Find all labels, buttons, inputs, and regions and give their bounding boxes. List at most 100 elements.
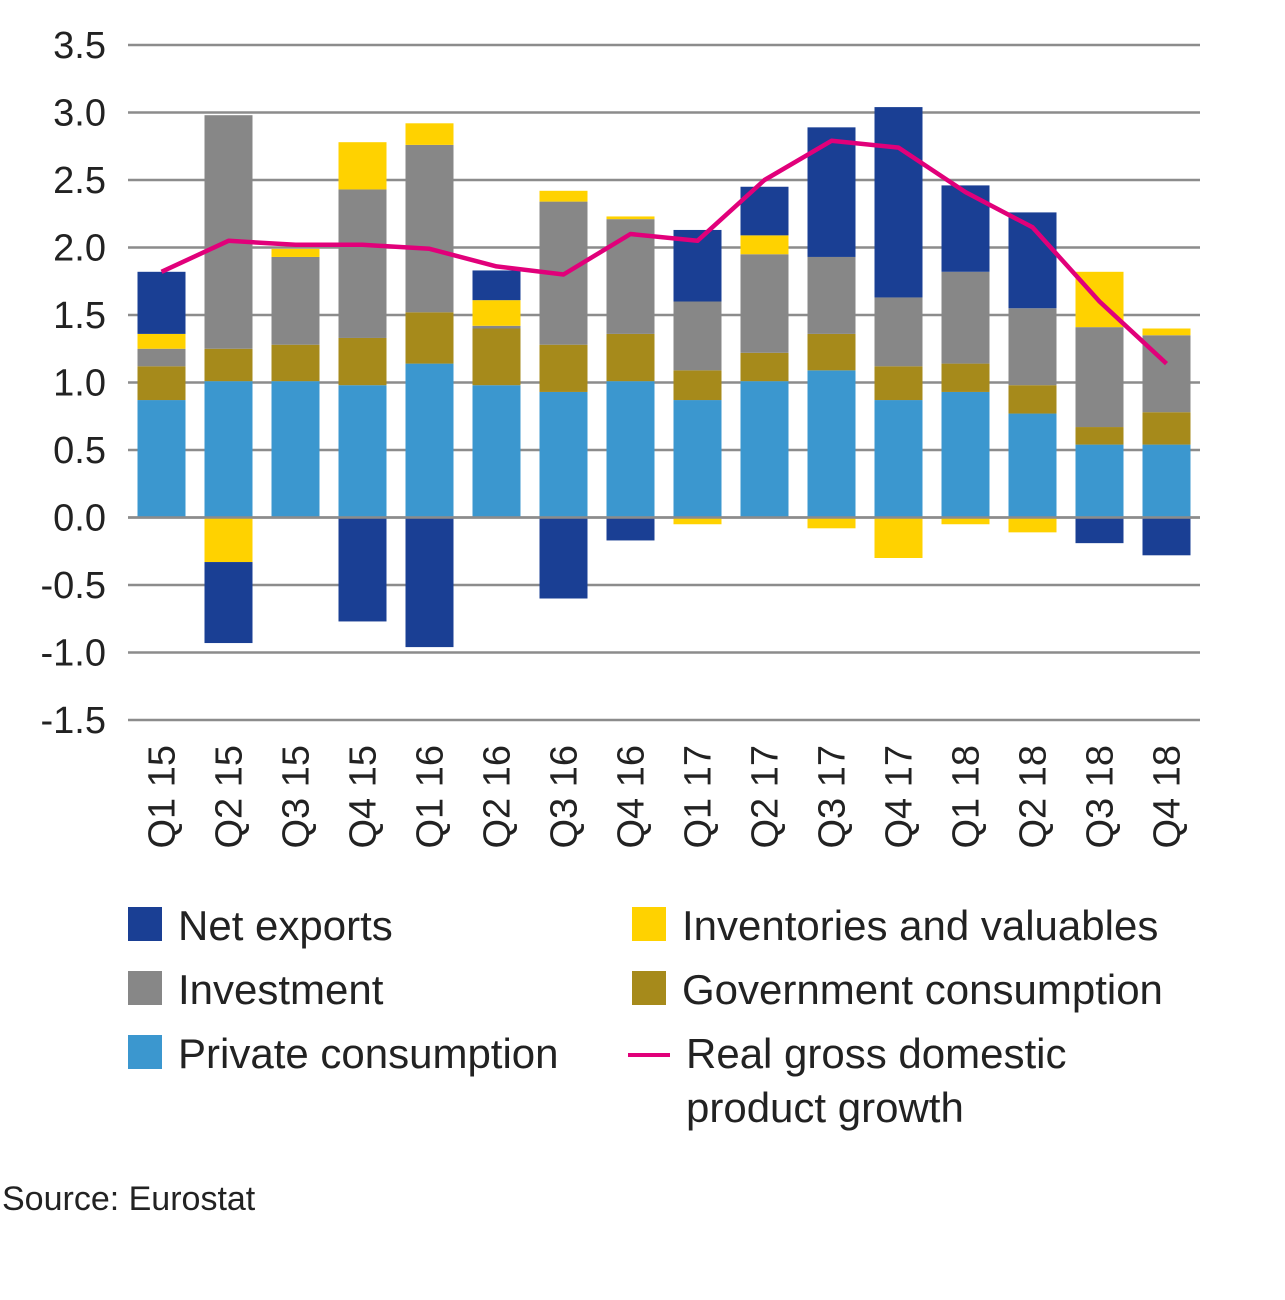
- legend-item-government: Government consumption: [632, 963, 1163, 1017]
- x-tick-label: Q1 18: [946, 745, 988, 849]
- bar-government-consumption: [1142, 412, 1191, 445]
- x-tick-label: Q1 15: [142, 745, 184, 849]
- bar-net-exports: [137, 271, 186, 334]
- bar-private-consumption: [1008, 413, 1057, 518]
- x-tick-label: Q3 18: [1080, 745, 1122, 849]
- bar-private-consumption: [740, 381, 789, 518]
- bar-government-consumption: [338, 337, 387, 386]
- net-exports-swatch: [128, 907, 162, 941]
- x-tick-label: Q4 18: [1147, 745, 1189, 849]
- x-tick-label: Q3 16: [544, 745, 586, 849]
- y-tick-label: 0.5: [53, 430, 106, 472]
- bar-net-exports: [405, 517, 454, 648]
- bar-net-exports: [807, 127, 856, 257]
- bar-net-exports: [539, 517, 588, 599]
- bar-private-consumption: [338, 385, 387, 518]
- x-tick-label: Q4 17: [879, 745, 921, 849]
- bar-government-consumption: [606, 333, 655, 382]
- bar-net-exports: [472, 270, 521, 301]
- bar-government-consumption: [740, 352, 789, 382]
- bar-government-consumption: [673, 370, 722, 401]
- y-tick-label: 1.5: [53, 295, 106, 337]
- bar-net-exports: [338, 517, 387, 622]
- bar-investment: [673, 301, 722, 371]
- y-tick-label: 0.0: [53, 498, 106, 540]
- x-tick-label: Q2 16: [477, 745, 519, 849]
- legend-item-gdp: Real gross domestic product growth: [628, 1027, 1066, 1135]
- bar-private-consumption: [137, 400, 186, 518]
- legend-item-net-exports: Net exports: [128, 899, 393, 953]
- bar-investment: [740, 254, 789, 353]
- gdp-growth-line: [160, 138, 1169, 366]
- bar-investment: [1075, 327, 1124, 428]
- bar-net-exports: [1075, 517, 1124, 544]
- x-tick-label: Q2 18: [1013, 745, 1055, 849]
- bar-private-consumption: [673, 400, 722, 518]
- x-tick-label: Q1 17: [678, 745, 720, 849]
- bar-investment: [606, 219, 655, 334]
- government-swatch: [632, 971, 666, 1005]
- gdp-line-swatch: [628, 1053, 670, 1057]
- bar-government-consumption: [472, 328, 521, 386]
- bar-government-consumption: [874, 366, 923, 401]
- y-tick-label: 2.5: [53, 160, 106, 202]
- legend-label-gdp-line2: product growth: [686, 1084, 964, 1131]
- bar-net-exports: [874, 107, 923, 298]
- bar-government-consumption: [137, 366, 186, 401]
- x-tick-label: Q3 17: [812, 745, 854, 849]
- bar-investment: [941, 271, 990, 364]
- bar-inventories-and-valuables: [137, 333, 186, 349]
- bar-inventories-and-valuables: [874, 517, 923, 558]
- bar-inventories-and-valuables: [338, 142, 387, 190]
- y-tick-label: -1.0: [41, 633, 106, 675]
- legend-label-net-exports: Net exports: [178, 902, 393, 949]
- bar-investment: [405, 144, 454, 313]
- bar-net-exports: [606, 517, 655, 541]
- legend-label-gdp-line1: Real gross domestic: [686, 1030, 1067, 1077]
- bar-inventories-and-valuables: [271, 248, 320, 257]
- bar-investment: [1008, 308, 1057, 386]
- bar-private-consumption: [1075, 444, 1124, 518]
- bar-inventories-and-valuables: [539, 190, 588, 202]
- bar-net-exports: [1142, 517, 1191, 556]
- bar-investment: [338, 189, 387, 338]
- chart: 3.5 3.0 2.5 2.0 1.5 1.0 0.5 0.0 -0.5 -1.0 -1.5 Q1 1…: [41, 25, 1200, 849]
- bar-private-consumption: [204, 381, 253, 518]
- y-tick-label: 3.5: [53, 25, 106, 67]
- bar-net-exports: [204, 562, 253, 644]
- bar-private-consumption: [1142, 444, 1191, 518]
- bar-investment: [874, 297, 923, 367]
- legend-item-private: Private consumption: [128, 1027, 559, 1081]
- legend-label-private: Private consumption: [178, 1030, 559, 1077]
- source-note: Source: Eurostat: [2, 1180, 256, 1218]
- bar-private-consumption: [807, 370, 856, 518]
- x-tick-label: Q2 17: [745, 745, 787, 849]
- legend-label-inventories: Inventories and valuables: [682, 902, 1159, 949]
- bar-government-consumption: [807, 333, 856, 371]
- bar-private-consumption: [405, 363, 454, 518]
- bar-investment: [137, 348, 186, 367]
- inventories-swatch: [632, 907, 666, 941]
- bar-government-consumption: [539, 344, 588, 392]
- bar-investment: [204, 115, 253, 349]
- legend-item-investment: Investment: [128, 963, 383, 1017]
- bar-inventories-and-valuables: [204, 517, 253, 563]
- bar-investment: [807, 256, 856, 334]
- bar-government-consumption: [1075, 427, 1124, 445]
- bar-government-consumption: [941, 363, 990, 392]
- bar-government-consumption: [405, 312, 454, 364]
- bar-private-consumption: [271, 381, 320, 518]
- bar-government-consumption: [271, 344, 320, 382]
- bar-inventories-and-valuables: [740, 235, 789, 255]
- bar-private-consumption: [539, 391, 588, 518]
- legend-item-inventories: Inventories and valuables: [632, 899, 1158, 953]
- y-tick-label: 3.0: [53, 93, 106, 135]
- y-tick-label: 2.0: [53, 228, 106, 270]
- bar-investment: [472, 325, 521, 329]
- bar-inventories-and-valuables: [941, 517, 990, 525]
- x-tick-label: Q1 16: [410, 745, 452, 849]
- x-tick-label: Q3 15: [276, 745, 318, 849]
- bar-government-consumption: [204, 348, 253, 382]
- legend-label-government: Government consumption: [682, 966, 1163, 1013]
- bar-private-consumption: [472, 385, 521, 518]
